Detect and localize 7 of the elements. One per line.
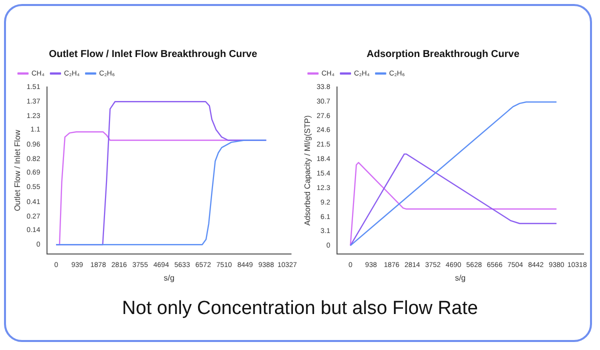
y-axis-title: Adsorbed Capacity / Ml/g(STP) bbox=[303, 115, 312, 226]
chart-title: Adsorption Breakthrough Curve bbox=[366, 48, 520, 60]
y-axis-title: Outlet Flow / Inlet Flow bbox=[13, 130, 22, 212]
x-axis-title: s/g bbox=[454, 273, 466, 282]
text: Not only Concentration but also Flow Rate bbox=[121, 298, 479, 320]
x-axis-title: s/g bbox=[164, 273, 174, 282]
chart-title: Outlet Flow / Inlet Flow Breakthrough Curve bbox=[48, 48, 258, 60]
